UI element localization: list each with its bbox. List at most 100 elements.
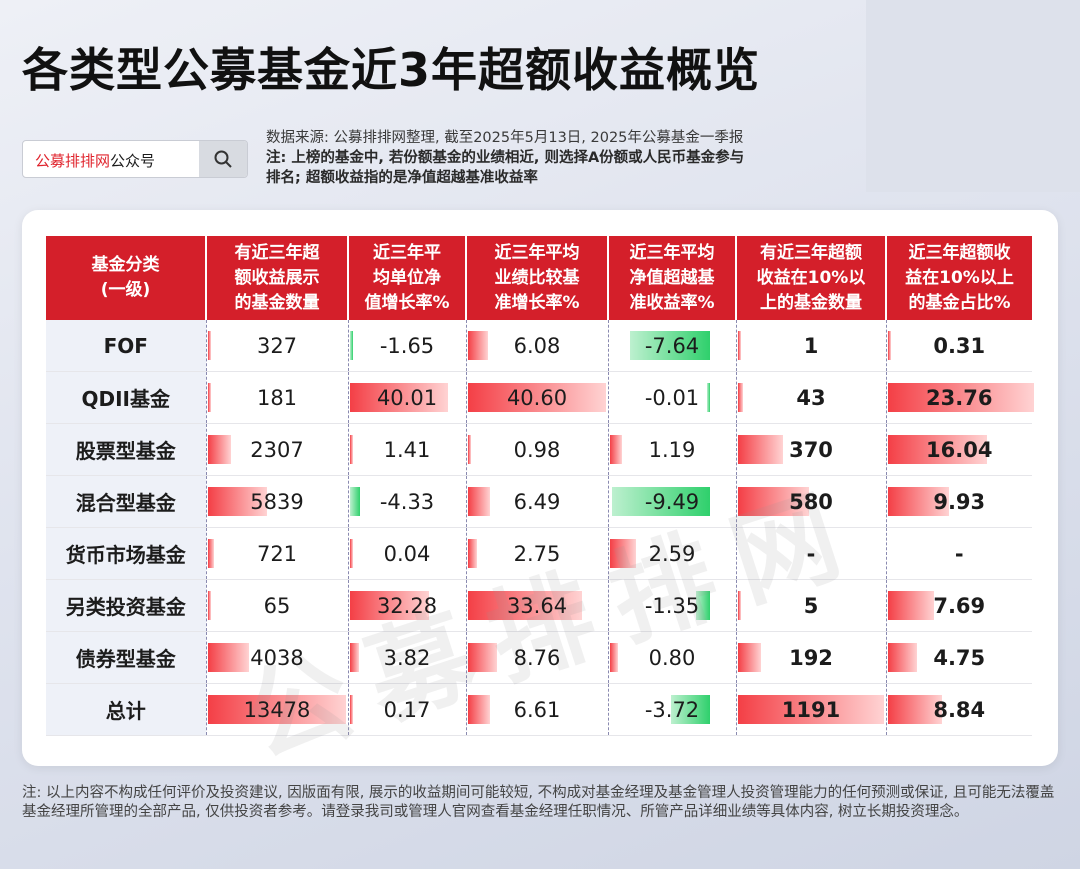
data-bar (350, 435, 353, 464)
data-bar (468, 435, 471, 464)
cell-value: 33.64 (507, 594, 567, 618)
column-header-line: 近三年超额收 (891, 241, 1028, 266)
cell-value: 2307 (250, 438, 303, 462)
value-cell: 23.76 (886, 372, 1032, 424)
column-header-line: 近三年平均 (613, 241, 731, 266)
page-title: 各类型公募基金近3年超额收益概览 (22, 34, 760, 100)
category-cell: 股票型基金 (46, 424, 206, 476)
note-line-1: 注: 上榜的基金中, 若份额基金的业绩相近, 则选择A份额或人民币基金参与 (266, 148, 866, 168)
category-label: 另类投资基金 (66, 595, 186, 619)
cell-value: -0.01 (645, 386, 699, 410)
column-header-line: 近三年平 (353, 241, 461, 266)
cell-value: 327 (257, 334, 297, 358)
table-row: 股票型基金 2307 1.41 0.98 1.19 370 16.04 (46, 424, 1032, 476)
category-label: 股票型基金 (76, 439, 176, 463)
brand-label: 公募排排网公众号 (35, 150, 155, 171)
source-notes: 数据来源: 公募排排网整理, 截至2025年5月13日, 2025年公募基金一季… (266, 128, 866, 188)
data-bar (888, 331, 891, 360)
data-bar (350, 643, 359, 672)
table-row: 货币市场基金7210.042.752.59-- (46, 528, 1032, 580)
category-label: 货币市场基金 (66, 543, 186, 567)
value-cell: 1.19 (608, 424, 736, 476)
value-cell: 8.84 (886, 684, 1032, 736)
value-cell: -4.33 (348, 476, 466, 528)
cell-value: -7.64 (645, 334, 699, 358)
value-cell: 370 (736, 424, 886, 476)
cell-value: - (955, 542, 964, 566)
cell-value: 1 (804, 334, 819, 358)
value-cell: 4.75 (886, 632, 1032, 684)
column-header-line: 准增长率% (471, 291, 603, 316)
table-row: 混合型基金5839-4.336.49-9.495809.93 (46, 476, 1032, 528)
cell-value: 1191 (782, 698, 840, 722)
data-bar (208, 643, 249, 672)
column-header: 近三年平均净值超越基准收益率% (608, 236, 736, 320)
column-header-line: 益在10%以上 (891, 266, 1028, 291)
table-row: 总计134780.176.61-3.7211918.84 (46, 684, 1032, 736)
data-bar (468, 643, 498, 672)
cell-value: 13478 (244, 698, 311, 722)
value-cell: 2.75 (466, 528, 608, 580)
column-header-line: 上的基金数量 (741, 291, 881, 316)
value-cell: 0.17 (348, 684, 466, 736)
column-header: 近三年超额收益在10%以上的基金占比% (886, 236, 1032, 320)
category-cell: 总计 (46, 684, 206, 736)
data-bar (738, 331, 741, 360)
cell-value: 6.61 (514, 698, 561, 722)
cell-value: 0.80 (649, 646, 696, 670)
data-bar (208, 591, 211, 620)
value-cell: 0.98 (466, 424, 608, 476)
cell-value: 5839 (250, 490, 303, 514)
cell-value: 0.17 (384, 698, 431, 722)
column-header-line: 有近三年超额 (741, 241, 881, 266)
cell-value: 40.01 (377, 386, 437, 410)
value-cell: -7.64 (608, 320, 736, 372)
value-cell: 16.04 (886, 424, 1032, 476)
footer-disclaimer: 注: 以上内容不构成任何评价及投资建议, 因版面有限, 展示的收益期间可能较短,… (22, 784, 1062, 822)
cell-value: 4.75 (933, 646, 985, 670)
data-bar (350, 331, 354, 360)
data-bar (738, 591, 741, 620)
table-row: FOF327-1.656.08-7.6410.31 (46, 320, 1032, 372)
cell-value: 40.60 (507, 386, 567, 410)
table-row: 债券型基金40383.828.760.801924.75 (46, 632, 1032, 684)
search-button[interactable] (199, 141, 247, 177)
category-cell: QDII基金 (46, 372, 206, 424)
column-header-line: (一级) (50, 278, 201, 303)
cell-value: 580 (789, 490, 833, 514)
cell-value: -9.49 (645, 490, 699, 514)
column-header-line: 均单位净 (353, 266, 461, 291)
cell-value: 0.31 (933, 334, 985, 358)
table-card: 基金分类(一级)有近三年超额收益展示的基金数量近三年平均单位净值增长率%近三年平… (22, 210, 1058, 766)
cell-value: -1.35 (645, 594, 699, 618)
value-cell: 6.08 (466, 320, 608, 372)
cell-value: 1.41 (384, 438, 431, 462)
value-cell: 192 (736, 632, 886, 684)
value-cell: 2307 (206, 424, 348, 476)
column-header: 基金分类(一级) (46, 236, 206, 320)
cell-value: 2.75 (514, 542, 561, 566)
data-bar (738, 435, 783, 464)
value-cell: 1191 (736, 684, 886, 736)
column-header-line: 收益在10%以 (741, 266, 881, 291)
cell-value: 5 (804, 594, 819, 618)
cell-value: 32.28 (377, 594, 437, 618)
value-cell: 9.93 (886, 476, 1032, 528)
search-box[interactable]: 公募排排网公众号 (22, 140, 248, 178)
value-cell: -1.65 (348, 320, 466, 372)
data-bar (468, 331, 489, 360)
value-cell: 721 (206, 528, 348, 580)
cell-value: 43 (796, 386, 825, 410)
category-cell: 债券型基金 (46, 632, 206, 684)
value-cell: 181 (206, 372, 348, 424)
value-cell: 32.28 (348, 580, 466, 632)
value-cell: 0.31 (886, 320, 1032, 372)
data-bar (468, 487, 490, 516)
value-cell: - (886, 528, 1032, 580)
column-header: 近三年平均业绩比较基准增长率% (466, 236, 608, 320)
value-cell: 580 (736, 476, 886, 528)
value-cell: 4038 (206, 632, 348, 684)
cell-value: 16.04 (926, 438, 992, 462)
cell-value: 1.19 (649, 438, 696, 462)
column-header-line: 的基金占比% (891, 291, 1028, 316)
